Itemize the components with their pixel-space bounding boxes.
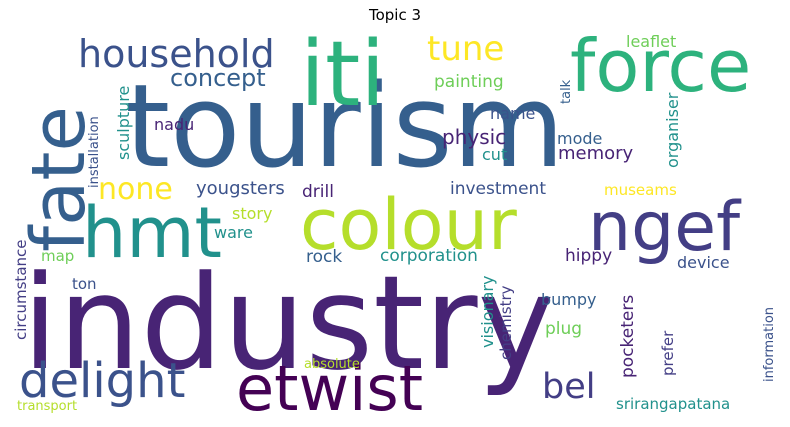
word-sculpture: sculpture [114, 85, 133, 160]
word-tourism: tourism [125, 60, 565, 194]
word-none: none [98, 172, 173, 207]
word-physic: physic [442, 125, 507, 149]
word-museams: museams [604, 181, 677, 199]
word-etwist: etwist [236, 352, 423, 417]
word-story: story [232, 204, 273, 223]
word-ngef: ngef [588, 188, 741, 267]
word-household: household [78, 32, 275, 76]
word-absolute: absolute [304, 357, 360, 372]
word-talk: talk [559, 79, 574, 104]
word-colour: colour [300, 184, 517, 266]
word-ware: ware [214, 223, 253, 242]
word-name: name [490, 104, 536, 123]
word-chemistry: chemistry [497, 285, 515, 360]
word-hippy: hippy [565, 246, 613, 266]
word-delight: delight [19, 353, 186, 409]
word-device: device [677, 253, 730, 272]
word-circumstance: circumstance [14, 239, 30, 341]
word-leaflet: leaflet [626, 32, 677, 51]
word-nadu: nadu [154, 115, 195, 134]
word-iti: iti [300, 30, 386, 127]
word-industry: industry [22, 247, 555, 399]
word-ton: ton [72, 275, 97, 293]
word-force: force [570, 30, 752, 108]
word-rock: rock [306, 247, 343, 267]
word-yougsters: yougsters [196, 178, 285, 199]
word-bel: bel [542, 367, 596, 407]
word-plug: plug [545, 319, 583, 339]
word-map: map [41, 247, 75, 265]
word-concept: concept [170, 64, 266, 92]
word-bumpy: bumpy [541, 290, 597, 309]
word-investment: investment [450, 179, 546, 199]
word-transport: transport [17, 399, 78, 414]
word-pocketers: pocketers [618, 294, 638, 378]
word-visionary: visionary [478, 275, 497, 348]
chart-title: Topic 3 [368, 6, 422, 24]
word-hmt: hmt [82, 192, 222, 274]
word-cut: cut [482, 145, 508, 164]
word-installation: installation [87, 116, 102, 188]
word-tune: tune [427, 30, 505, 69]
word-organiser: organiser [663, 92, 682, 168]
word-memory: memory [558, 143, 634, 164]
word-prefer: prefer [659, 330, 677, 376]
word-cloud: tourism industry iti force colour fate h… [14, 30, 775, 416]
word-drill: drill [302, 182, 334, 202]
word-painting: painting [434, 72, 504, 92]
word-corporation: corporation [380, 246, 478, 266]
word-srirangapatana: srirangapatana [616, 395, 731, 413]
word-mode: mode [557, 129, 603, 148]
word-information: information [762, 306, 775, 382]
